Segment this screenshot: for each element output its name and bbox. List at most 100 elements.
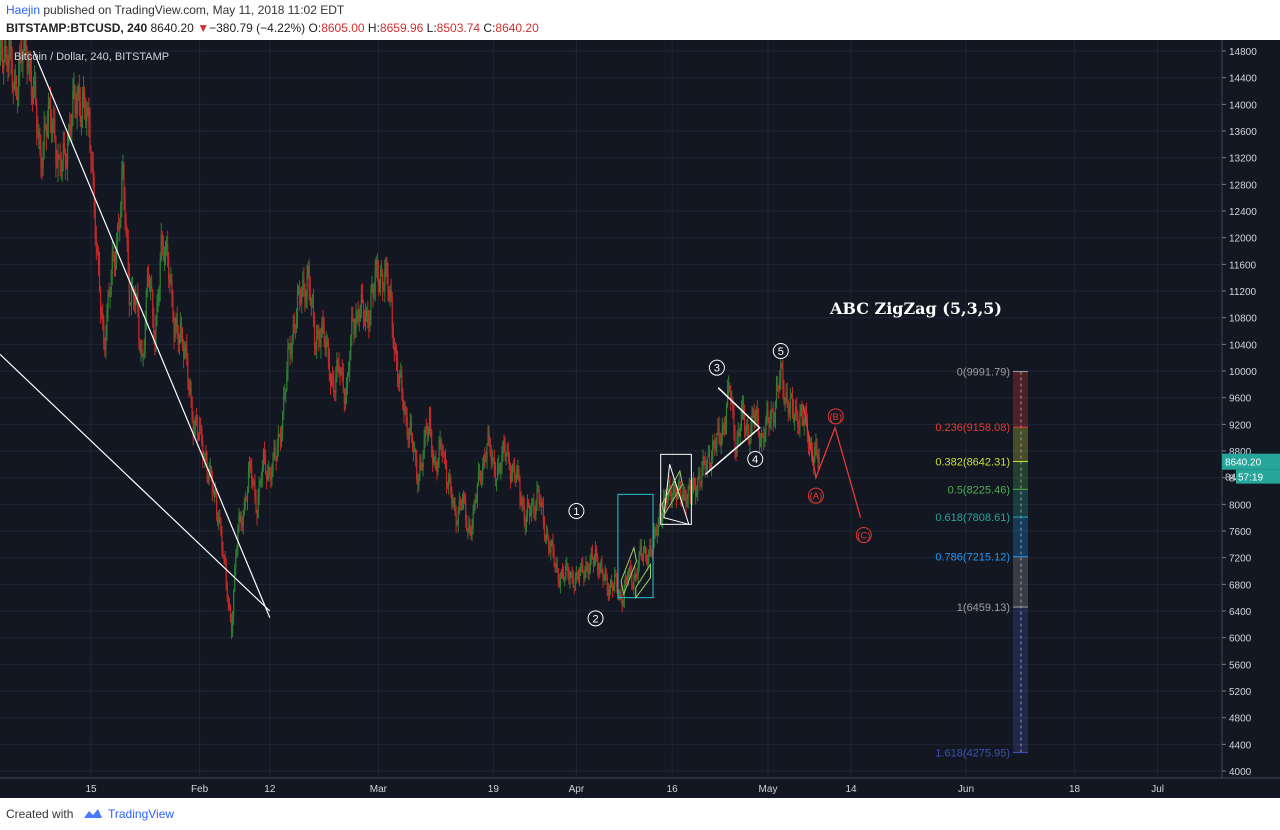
candle-body xyxy=(365,314,367,322)
time-tick-label: May xyxy=(759,784,778,795)
candle-body xyxy=(452,502,454,504)
candle-body xyxy=(817,453,819,463)
ohlc-high-value: 8659.96 xyxy=(379,21,424,35)
candle-body xyxy=(86,115,88,122)
candle-body xyxy=(738,432,740,436)
lower-trendline xyxy=(0,353,271,612)
candle-body xyxy=(78,86,80,102)
price-tick-label: 9200 xyxy=(1229,420,1252,431)
candle-body xyxy=(26,54,28,69)
candle-body xyxy=(77,86,79,101)
publish-line: Haejin published on TradingView.com, May… xyxy=(6,3,344,17)
candle-body xyxy=(20,50,22,52)
candle-body xyxy=(621,599,623,606)
candle-body xyxy=(514,466,516,477)
candle-body xyxy=(654,528,656,532)
descending-trendline xyxy=(32,50,271,618)
candle-body xyxy=(93,177,95,209)
candle-body xyxy=(240,515,242,525)
candle-body xyxy=(764,435,766,442)
partial-price-label: 84 xyxy=(1225,473,1237,484)
fib-ratio: 0 xyxy=(957,367,963,379)
candle-body xyxy=(408,430,410,441)
ohlc-close-label: C: xyxy=(483,21,496,35)
candle-body xyxy=(377,272,380,287)
candle-body xyxy=(522,499,524,506)
candle-body xyxy=(375,260,377,271)
author-link[interactable]: Haejin xyxy=(6,3,41,17)
candle-body xyxy=(739,429,741,436)
candle-body xyxy=(319,340,321,348)
candle-body xyxy=(420,462,422,464)
projection-label-circle xyxy=(827,408,844,425)
candle-body xyxy=(286,370,288,390)
candle-body xyxy=(641,553,643,559)
candle-body xyxy=(444,454,447,469)
candle-body xyxy=(190,388,192,399)
candle-body xyxy=(512,465,515,467)
candle-body xyxy=(155,317,157,346)
wave-label-circle xyxy=(587,610,604,627)
candle-body xyxy=(583,572,585,579)
candle-body xyxy=(795,407,797,416)
candle-body xyxy=(49,100,52,121)
candle-body xyxy=(687,486,689,500)
candle-body xyxy=(231,617,234,634)
candle-body xyxy=(343,389,345,404)
candle-body xyxy=(71,115,73,132)
candle-body xyxy=(2,47,4,69)
candle-body xyxy=(741,400,744,411)
candle-body xyxy=(295,316,298,329)
candle-body xyxy=(148,276,151,289)
candle-body xyxy=(112,254,114,256)
candle-body xyxy=(483,455,485,465)
candle-body xyxy=(664,493,666,498)
candle-body xyxy=(45,127,47,136)
candle-body xyxy=(758,434,761,447)
candle-body xyxy=(98,263,101,292)
candle-body xyxy=(436,470,438,472)
candle-body xyxy=(484,455,486,460)
candle-body xyxy=(52,120,54,134)
candle-body xyxy=(25,40,27,55)
candle-body xyxy=(730,392,732,401)
candle-body xyxy=(407,434,409,441)
fib-ratio: 0.5 xyxy=(948,484,963,496)
candle-body xyxy=(378,283,381,287)
candle-body xyxy=(571,572,573,577)
candle-body xyxy=(718,425,720,435)
candle-body xyxy=(115,241,118,264)
tradingview-brand-link[interactable]: TradingView xyxy=(108,807,175,821)
candle-body xyxy=(261,466,263,481)
candle-body xyxy=(219,516,221,519)
candle-body xyxy=(348,371,350,373)
candle-body xyxy=(724,425,727,430)
candle-body xyxy=(456,524,458,526)
candle-body xyxy=(332,376,334,379)
price-tick-label: 14400 xyxy=(1229,74,1257,85)
candle-body xyxy=(811,441,813,453)
candle-body xyxy=(266,472,268,481)
candle-body xyxy=(87,107,89,116)
candle-body xyxy=(421,462,423,468)
price-tick-label: 4000 xyxy=(1229,767,1252,778)
candle-body xyxy=(257,497,259,517)
candle-body xyxy=(577,574,580,580)
candle-body xyxy=(805,412,807,418)
price-chart[interactable]: 0(9991.79)0.236(9158.08)0.382(8642.31)0.… xyxy=(0,40,1280,798)
candle-body xyxy=(297,288,300,296)
candle-body xyxy=(715,446,717,449)
candle-body xyxy=(234,568,236,592)
candle-body xyxy=(13,79,15,89)
candle-body xyxy=(802,416,804,426)
candle-body xyxy=(600,563,602,566)
candle-body xyxy=(616,574,618,587)
ohlc-close-value: 8640.20 xyxy=(495,21,539,35)
candle-body xyxy=(446,484,449,487)
candle-body xyxy=(106,310,108,337)
candle-body xyxy=(236,548,238,558)
candle-body xyxy=(567,563,569,574)
candle-body xyxy=(63,143,65,149)
candle-body xyxy=(686,499,688,507)
candle-body xyxy=(417,480,419,486)
